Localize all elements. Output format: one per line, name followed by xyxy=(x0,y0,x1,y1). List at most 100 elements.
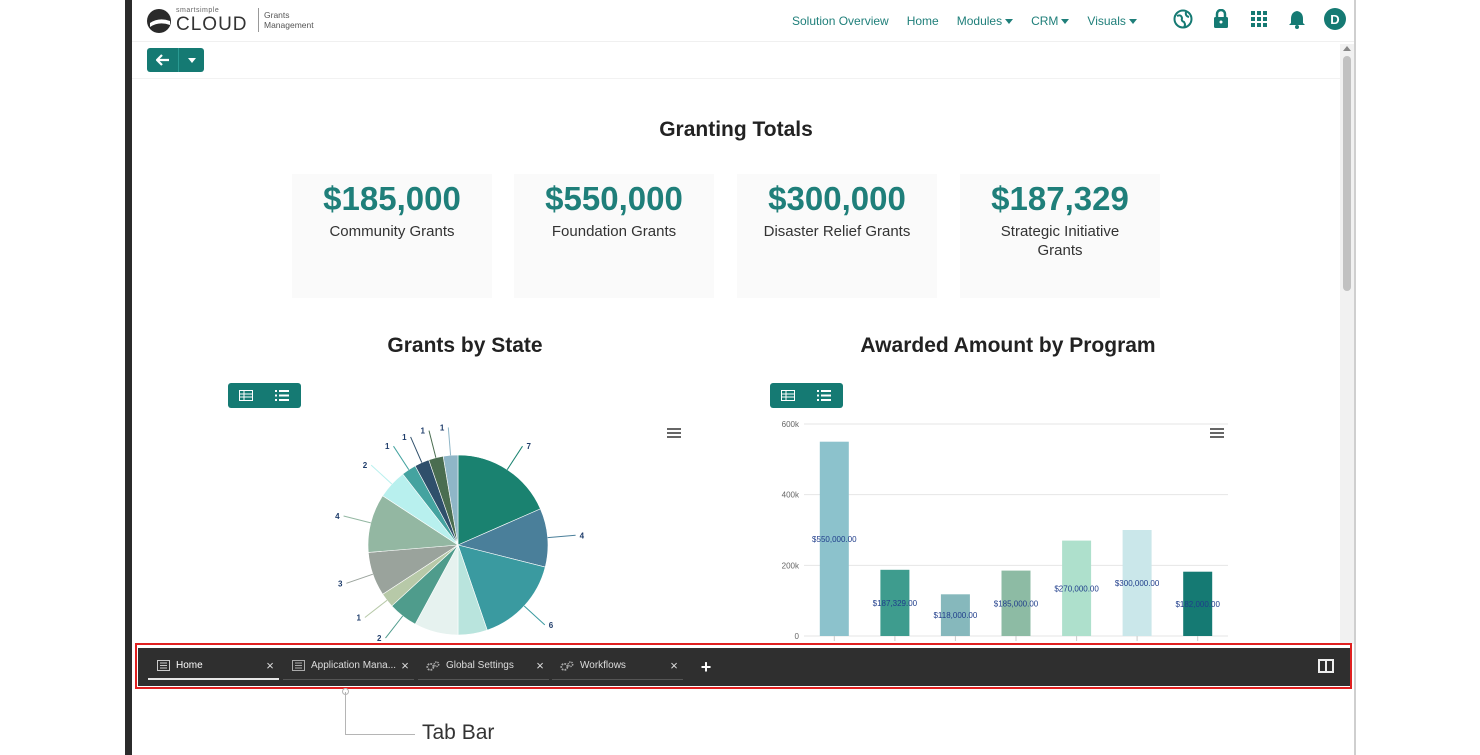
apps-grid-icon[interactable] xyxy=(1248,8,1270,30)
top-navigation-bar: smartsimple CLOUD Grants Management Solu… xyxy=(132,0,1354,42)
y-tick-label: 600k xyxy=(782,420,800,429)
window-left-edge xyxy=(125,0,132,755)
scrollbar-thumb[interactable] xyxy=(1343,56,1351,291)
bar-data-label: $550,000.00 xyxy=(812,535,857,544)
nav-solution-overview[interactable]: Solution Overview xyxy=(792,14,889,28)
pie-connector xyxy=(447,427,452,456)
stat-card-disaster-relief: $300,000 Disaster Relief Grants xyxy=(737,174,937,298)
stat-card-community: $185,000 Community Grants xyxy=(292,174,492,298)
pie-data-label: 2 xyxy=(377,634,382,643)
bar-chart-menu-icon[interactable] xyxy=(1210,428,1224,439)
stat-value: $300,000 xyxy=(768,180,906,217)
list-view-button[interactable] xyxy=(806,383,842,408)
pie-view-toggle xyxy=(228,383,301,408)
bar[interactable] xyxy=(1001,570,1031,636)
granting-totals-title: Granting Totals xyxy=(659,118,813,141)
logo-mark-icon xyxy=(147,9,171,33)
pie-data-label: 4 xyxy=(335,512,340,521)
bell-icon[interactable] xyxy=(1286,8,1308,30)
bar[interactable] xyxy=(880,569,910,636)
tab-bar-highlight xyxy=(135,643,1352,689)
list-view-icon xyxy=(275,390,289,401)
tab-bar: Home × Application Mana... × Global Sett… xyxy=(138,648,1350,686)
nav-home[interactable]: Home xyxy=(906,14,939,28)
awarded-by-program-bar-chart: 0 200k 400k 600k $550,000.00 $187,329.00 $118,… xyxy=(782,420,1228,641)
pie-connector xyxy=(428,430,437,458)
logo[interactable]: smartsimple CLOUD Grants Management xyxy=(146,6,314,36)
pie-slice[interactable] xyxy=(442,454,459,546)
bar[interactable] xyxy=(819,441,849,636)
pie-connector xyxy=(410,436,423,463)
grants-by-state-pie-chart: 7 4 6 2 1 3 4 2 1 1 1 1 xyxy=(335,423,584,643)
stat-label: Foundation Grants xyxy=(551,223,677,240)
close-icon[interactable]: × xyxy=(401,658,409,673)
logo-separator xyxy=(258,8,259,32)
tab-home[interactable]: Home × xyxy=(148,652,279,680)
close-icon[interactable]: × xyxy=(536,658,544,673)
pie-data-label: 6 xyxy=(549,621,554,630)
pie-connector xyxy=(346,573,374,584)
divider xyxy=(132,78,1340,79)
vertical-scrollbar[interactable] xyxy=(1340,44,1354,644)
split-view-icon[interactable] xyxy=(1318,659,1334,673)
stat-label: Disaster Relief Grants xyxy=(763,223,911,240)
stat-value: $550,000 xyxy=(545,180,683,217)
pie-connector xyxy=(343,515,371,524)
pie-connector xyxy=(370,464,393,485)
pie-data-label: 7 xyxy=(527,442,532,451)
nav-visuals[interactable]: Visuals xyxy=(1087,14,1136,28)
header-icons: D xyxy=(1172,8,1346,30)
pie-chart-menu-icon[interactable] xyxy=(667,428,681,439)
bar[interactable] xyxy=(1062,540,1092,636)
chart-view-button[interactable] xyxy=(228,383,264,408)
table-view-icon xyxy=(239,390,253,401)
bar-data-label: $118,000.00 xyxy=(933,611,977,620)
logo-subtitle: Grants Management xyxy=(264,10,314,30)
pie-connector xyxy=(385,615,404,639)
add-tab-button[interactable]: + xyxy=(700,656,712,677)
caret-down-icon xyxy=(187,57,196,63)
tab-label: Home xyxy=(176,659,203,671)
bar-data-label: $182,000.00 xyxy=(1175,600,1220,609)
list-view-button[interactable] xyxy=(264,383,300,408)
tab-global-settings[interactable]: Global Settings × xyxy=(418,652,549,680)
close-icon[interactable]: × xyxy=(266,657,274,673)
page-icon xyxy=(291,660,305,672)
chart-view-button[interactable] xyxy=(770,383,806,408)
grants-by-state-title: Grants by State xyxy=(387,334,543,357)
scroll-up-icon[interactable] xyxy=(1343,46,1351,51)
tab-label: Application Mana... xyxy=(311,660,397,671)
stat-card-foundation: $550,000 Foundation Grants xyxy=(514,174,714,298)
stat-card-strategic: $187,329 Strategic Initiative Grants xyxy=(960,174,1160,298)
tab-workflows[interactable]: Workflows × xyxy=(552,652,683,680)
back-dropdown-button[interactable] xyxy=(179,48,204,72)
back-button-group xyxy=(147,48,204,72)
lock-icon[interactable] xyxy=(1210,8,1232,30)
nav-modules[interactable]: Modules xyxy=(957,14,1013,28)
page-icon xyxy=(156,659,170,671)
close-icon[interactable]: × xyxy=(670,658,678,673)
back-button[interactable] xyxy=(147,48,179,72)
callout-line xyxy=(345,692,346,734)
app-frame: smartsimple CLOUD Grants Management Solu… xyxy=(132,0,1354,755)
pie-data-label: 1 xyxy=(385,442,390,451)
gears-icon xyxy=(426,660,440,672)
globe-icon[interactable] xyxy=(1172,8,1194,30)
bar-data-label: $187,329.00 xyxy=(873,599,918,608)
pie-data-label: 1 xyxy=(356,614,361,623)
pie-connector xyxy=(506,445,523,470)
stat-value: $187,329 xyxy=(991,180,1129,217)
bar-data-label: $270,000.00 xyxy=(1054,584,1099,593)
bar[interactable] xyxy=(940,594,970,636)
avatar[interactable]: D xyxy=(1324,8,1346,30)
pie-data-label: 1 xyxy=(402,433,407,442)
tab-application-manager[interactable]: Application Mana... × xyxy=(283,652,414,680)
callout-line xyxy=(345,734,415,735)
bar-view-toggle xyxy=(770,383,843,408)
nav-crm[interactable]: CRM xyxy=(1031,14,1069,28)
pie-slice[interactable] xyxy=(457,544,546,631)
bar[interactable] xyxy=(1183,571,1213,636)
pie-data-label: 1 xyxy=(421,427,426,436)
pie-connector xyxy=(393,445,410,470)
bar[interactable] xyxy=(1122,530,1152,636)
